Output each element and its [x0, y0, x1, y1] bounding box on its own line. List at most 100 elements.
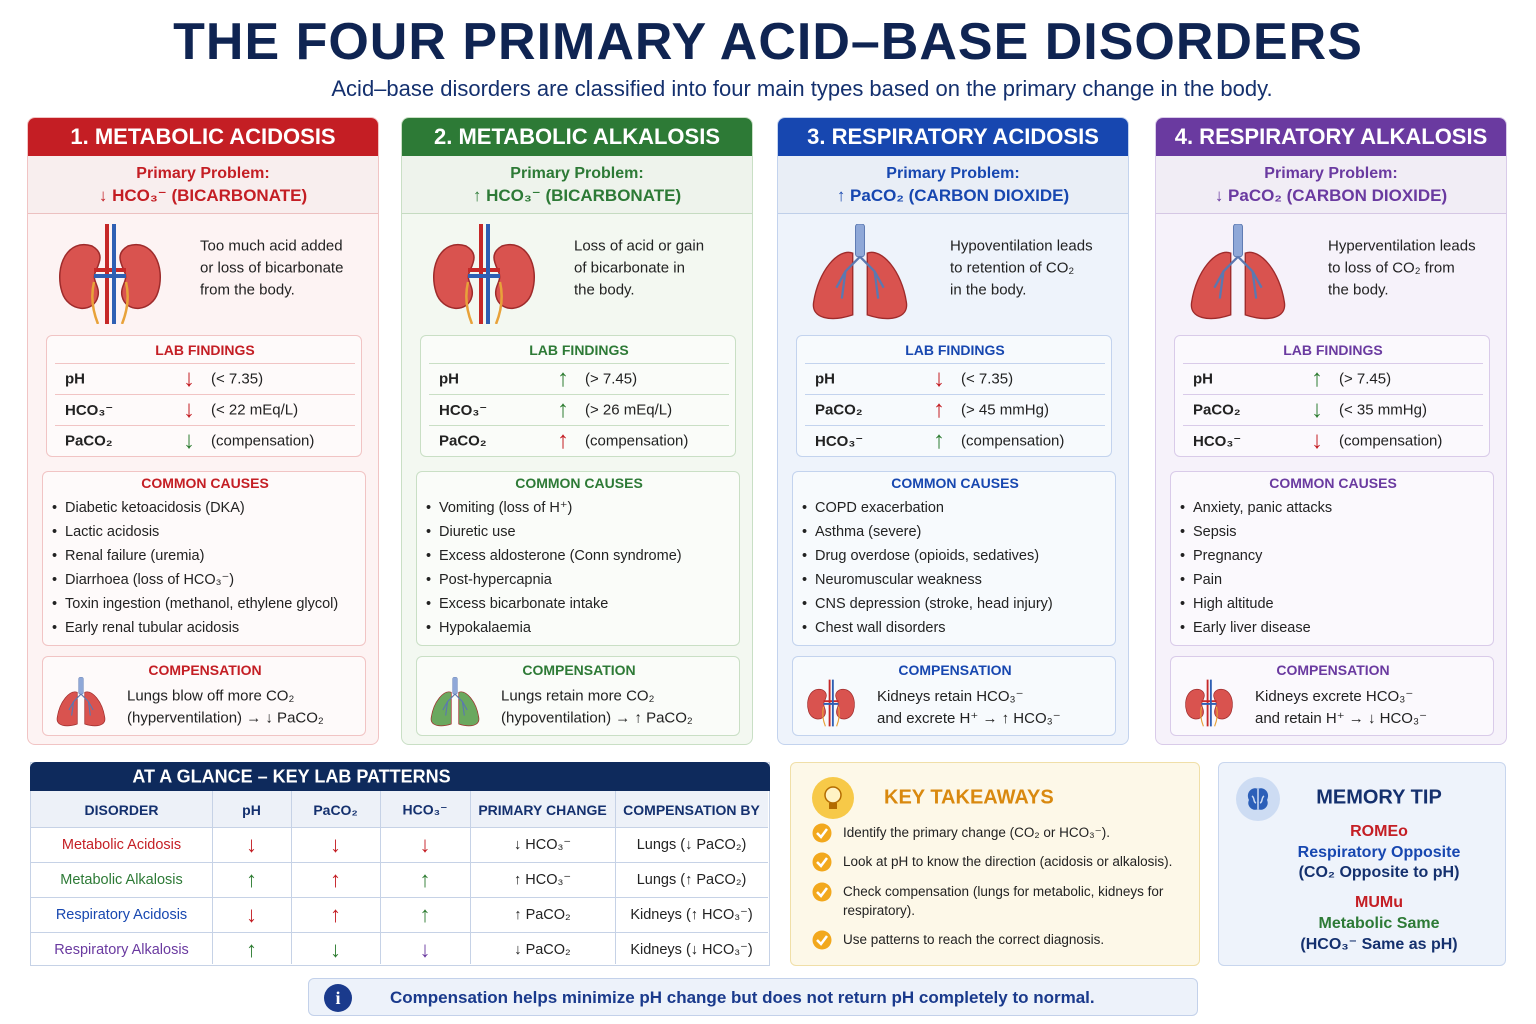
- cause-item: Chest wall disorders: [802, 620, 946, 636]
- lung-left: [56, 691, 78, 727]
- lab-param: HCO₃⁻: [65, 402, 114, 419]
- compensation-line: (hypoventilation) → ↑ PaCO₂: [501, 709, 693, 727]
- pattern-arrow: ↑: [330, 902, 341, 927]
- column-header: DISORDER: [84, 802, 159, 818]
- check-mark: [816, 857, 828, 868]
- kidney-left: [807, 688, 827, 720]
- description-line: from the body.: [200, 281, 295, 299]
- trachea: [78, 677, 84, 695]
- column-divider: [212, 791, 213, 964]
- ureter: [91, 281, 129, 324]
- description-line: or loss of bicarbonate: [200, 259, 344, 277]
- lung-right: [866, 251, 908, 320]
- description-line: the body.: [1328, 281, 1389, 299]
- description-line: Loss of acid or gain: [574, 237, 705, 255]
- kidney-right: [835, 688, 855, 720]
- lung-left: [1190, 251, 1232, 320]
- pattern-arrow: ↓: [419, 937, 431, 962]
- disorder-name: Respiratory Acidosis: [55, 907, 188, 923]
- lab-row-divider: [1183, 425, 1483, 426]
- lung-right: [84, 691, 106, 727]
- lab-param: HCO₃⁻: [815, 433, 864, 450]
- card-header: 2. METABOLIC ALKALOSIS: [402, 118, 752, 156]
- column-divider: [615, 791, 616, 964]
- glance-header: AT A GLANCE – KEY LAB PATTERNS: [29, 761, 770, 791]
- takeaway-item: Use patterns to reach the correct diagno…: [843, 932, 1105, 947]
- causes-title: COMMON CAUSES: [141, 475, 269, 491]
- lab-row-divider: [55, 363, 355, 364]
- lab-findings-box: LAB FINDINGS pH ↑ (> 7.45) HCO₃⁻ ↑ (> 26 mEq/L…: [420, 335, 736, 457]
- bulb-base: [829, 803, 837, 809]
- problem-text: ↓ HCO₃⁻ (BICARBONATE): [98, 186, 308, 205]
- lab-arrow: ↑: [557, 427, 569, 454]
- pattern-text: Lungs (↑ PaCO₂): [636, 872, 747, 888]
- lab-arrow: ↓: [183, 396, 195, 423]
- trachea: [1233, 224, 1243, 258]
- pattern-arrow: ↓: [246, 902, 257, 927]
- lab-row-divider: [1183, 363, 1483, 364]
- lab-row-divider: [805, 363, 1105, 364]
- compensation-icon: [430, 677, 480, 727]
- description-line: to loss of CO₂ from: [1328, 259, 1455, 277]
- bronchi: [1213, 255, 1263, 299]
- bronchi: [835, 255, 885, 299]
- pattern-arrow: ↑: [246, 867, 257, 892]
- cause-item: Excess aldosterone (Conn syndrome): [426, 548, 682, 564]
- pattern-arrow: ↓: [246, 832, 257, 857]
- causes-box: COMMON CAUSES Diabetic ketoacidosis (DKA)…: [42, 471, 366, 646]
- vein: [823, 679, 839, 727]
- description-line: Hyperventilation leads: [1328, 237, 1476, 255]
- causes-title: COMMON CAUSES: [515, 475, 643, 491]
- takeaway-item: Look at pH to know the direction (acidos…: [843, 854, 1173, 869]
- ureter: [465, 281, 503, 324]
- takeaway-item: Check compensation (lungs for metabolic,…: [843, 884, 1164, 918]
- causes-title: COMMON CAUSES: [891, 475, 1019, 491]
- lab-arrow: ↓: [1311, 396, 1323, 423]
- lab-note: (> 7.45): [1339, 370, 1392, 388]
- lab-note: (< 7.35): [211, 370, 264, 388]
- lab-row-divider: [55, 425, 355, 426]
- cause-item: Lactic acidosis: [52, 524, 159, 540]
- cause-item: Hypokalaemia: [426, 620, 531, 636]
- problem-label: Primary Problem:: [1264, 165, 1398, 182]
- bulb-icon: [812, 777, 854, 819]
- bronchi: [68, 693, 94, 716]
- compensation-title: COMPENSATION: [1276, 662, 1390, 678]
- memory-tip-box: MEMORY TIP ROMEo Respiratory Opposite (CO₂ …: [1218, 762, 1506, 966]
- check-icon: [812, 930, 832, 950]
- disorder-card: 4. RESPIRATORY ALKALOSIS Primary Problem:…: [1155, 117, 1507, 745]
- lab-title: LAB FINDINGS: [155, 342, 255, 358]
- description-line: to retention of CO₂: [950, 259, 1075, 277]
- lab-param: pH: [439, 370, 459, 388]
- ureter: [1200, 706, 1218, 727]
- compensation-box: COMPENSATION Kidneys excrete HCO₃⁻ and ret…: [1170, 656, 1494, 736]
- pattern-arrow: ↓: [330, 832, 341, 857]
- lab-arrow: ↑: [933, 396, 945, 423]
- memory-tip-line: Metabolic Same: [1318, 915, 1440, 932]
- description-line: in the body.: [950, 281, 1027, 299]
- pattern-text: Kidneys (↓ HCO₃⁻): [630, 942, 753, 958]
- causes-title: COMMON CAUSES: [1269, 475, 1397, 491]
- compensation-line: and excrete H⁺ → ↑ HCO₃⁻: [877, 710, 1061, 727]
- compensation-icon: [56, 677, 106, 727]
- lab-findings-box: LAB FINDINGS pH ↑ (> 7.45) PaCO₂ ↓ (< 35 mmHg)…: [1174, 335, 1490, 457]
- memory-tip-line: ROMEo: [1350, 823, 1408, 840]
- column-header: PaCO₂: [313, 802, 358, 818]
- vein: [94, 224, 126, 324]
- compensation-line: Lungs retain more CO₂: [501, 687, 655, 705]
- trachea: [452, 677, 458, 695]
- footer-note: i Compensation helps minimize pH change b…: [308, 978, 1198, 1016]
- cause-item: Asthma (severe): [802, 524, 921, 540]
- problem-text: ↑ HCO₃⁻ (BICARBONATE): [472, 186, 682, 205]
- lab-param: PaCO₂: [439, 432, 487, 450]
- cause-item: Toxin ingestion (methanol, ethylene glyc…: [52, 596, 338, 612]
- compensation-line: Lungs blow off more CO₂: [127, 687, 295, 705]
- cause-item: Anxiety, panic attacks: [1180, 500, 1332, 516]
- card-header: 4. RESPIRATORY ALKALOSIS: [1156, 118, 1506, 156]
- pattern-arrow: ↑: [419, 902, 431, 927]
- card-title: 1. METABOLIC ACIDOSIS: [70, 124, 336, 149]
- kidney-left: [58, 243, 101, 310]
- column-header-band: [31, 791, 768, 827]
- check-circle: [812, 882, 832, 902]
- bulb-glass: [824, 786, 842, 804]
